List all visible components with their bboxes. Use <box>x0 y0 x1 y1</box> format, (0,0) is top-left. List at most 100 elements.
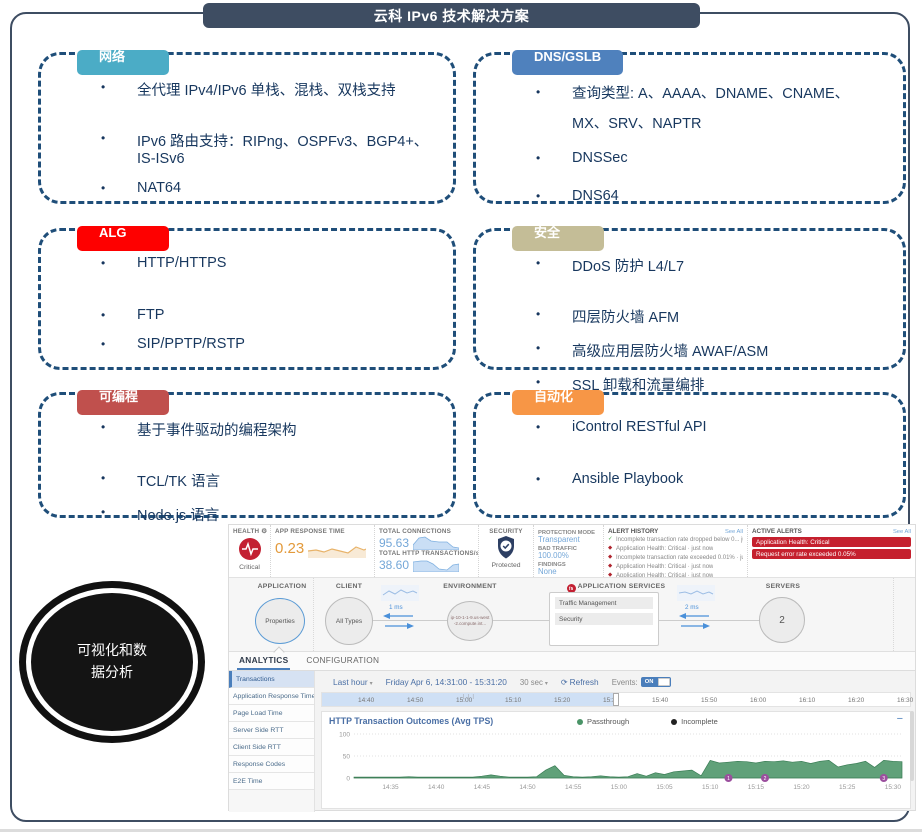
ruler-tick: 15:50 <box>700 696 718 704</box>
visualization-ellipse: 可视化和数 据分析 <box>26 588 198 736</box>
alert-history-item: Incomplete transaction rate dropped belo… <box>608 536 743 545</box>
svg-text:15:25: 15:25 <box>839 784 856 791</box>
refresh-button[interactable]: Refresh <box>561 677 599 687</box>
ruler-handle[interactable] <box>613 693 619 706</box>
stat-label: TOTAL CONNECTIONS <box>379 528 451 535</box>
time-controls: Last hour Friday Apr 6, 14:31:00 - 15:31… <box>321 674 911 690</box>
stat-value: 100.00% <box>538 550 569 560</box>
bullet-item: 高级应用层防火墙 AWAF/ASM <box>534 340 885 361</box>
ruler-tick: 14:40 <box>357 696 375 704</box>
ellipse-label: 可视化和数 据分析 <box>77 642 147 680</box>
sidebar-item[interactable]: Response Codes <box>229 756 314 773</box>
ruler-tick: 16:00 <box>749 696 767 704</box>
chart-legend: Passthrough Incomplete <box>577 717 718 726</box>
sidebar-item[interactable]: Page Load Time <box>229 705 314 722</box>
feature-box-automation: 自动化 iControl RESTful API Ansible Playbook <box>473 390 906 518</box>
time-ruler[interactable]: | | | 14:40 14:50 15:00 15:10 15:20 15:30 15:4… <box>321 692 913 707</box>
column-header-app-services: f5 APPLICATION SERVICES <box>541 583 691 593</box>
slide-title-banner: 云科 IPv6 技术解决方案 <box>203 3 700 28</box>
event-marker[interactable] <box>761 774 769 782</box>
event-marker[interactable] <box>724 774 733 782</box>
divider <box>893 578 894 651</box>
feature-box-security: 安全 DDoS 防护 L4/L7 四层防火墙 AFM 高级应用层防火墙 AWAF/AS… <box>473 226 906 394</box>
application-services-box: Traffic Management Security <box>549 592 659 646</box>
analytics-dashboard: HEALTH ⚙ Critical APP RESPONSE TIME 0.23 <box>228 524 916 812</box>
svg-text:14:40: 14:40 <box>428 784 445 791</box>
selected-time-band[interactable] <box>322 693 616 706</box>
ruler-grip-icon[interactable]: | | | <box>463 694 475 700</box>
topology-map: APPLICATION CLIENT ENVIRONMENT f5 APPLICA… <box>229 578 915 652</box>
stat-value: Transparent <box>538 534 580 544</box>
response-sparkline <box>308 546 367 558</box>
sidebar-item[interactable]: Transactions <box>229 671 314 688</box>
tab-analytics[interactable]: ANALYTICS <box>237 652 291 670</box>
transactions-value: 38.60 <box>379 557 410 572</box>
servers-circle[interactable]: 2 <box>759 597 805 643</box>
feature-box-network: 网络全代理 IPv4/IPv6 单栈、混栈、双栈支持 IPv6 路由支持：RIPn… <box>38 50 456 204</box>
svg-text:100: 100 <box>339 732 350 739</box>
analytics-content: Last hour Friday Apr 6, 14:31:00 - 15:31… <box>315 671 915 812</box>
tab-configuration[interactable]: CONFIGURATION <box>306 655 380 665</box>
stat-value: None <box>538 567 557 577</box>
column-header-client: CLIENT <box>335 583 363 590</box>
app-response-stat: APP RESPONSE TIME 0.23 <box>271 525 375 577</box>
active-alert-badge: Request error rate exceeded 0.05% <box>752 549 911 559</box>
application-properties-circle[interactable]: Properties <box>255 598 305 644</box>
events-toggle[interactable]: ON <box>640 677 671 687</box>
ruler-tick: 14:50 <box>406 696 424 704</box>
svg-text:14:55: 14:55 <box>565 784 582 791</box>
box-label-dns: DNS/GSLB <box>512 50 624 75</box>
client-circle[interactable]: All Types <box>325 597 373 645</box>
sidebar-item[interactable]: Client Side RTT <box>229 739 314 756</box>
alert-history-item: Application Health: Critical · just now <box>608 545 743 554</box>
page-title: 云科 IPv6 技术解决方案 <box>373 7 530 24</box>
interval-dropdown[interactable]: 30 sec <box>520 678 548 687</box>
alert-history-item: Incomplete transaction rate exceeded 0.0… <box>608 554 743 563</box>
heartbeat-icon <box>238 538 261 560</box>
stat-label: APP RESPONSE TIME <box>275 528 345 535</box>
service-row[interactable]: Traffic Management <box>555 597 653 609</box>
sidebar-item[interactable]: Server Side RTT <box>229 722 314 739</box>
bullet-item: iControl RESTful API <box>534 419 885 435</box>
sidebar-item[interactable]: E2E Time <box>229 773 314 790</box>
range-dropdown[interactable]: Last hour <box>333 677 373 687</box>
box-label-security: 安全 <box>512 226 604 251</box>
see-all-link[interactable]: See All <box>892 528 911 535</box>
bullet-item: 全代理 IPv4/IPv6 单栈、混栈、双栈支持 <box>99 79 435 100</box>
event-marker[interactable] <box>879 774 888 782</box>
server-latency-sparkline <box>677 585 715 601</box>
svg-text:15:30: 15:30 <box>885 784 902 791</box>
transactions-chart-panel: HTTP Transaction Outcomes (Avg TPS) Pass… <box>321 711 911 809</box>
security-stat: SECURITY Protected <box>479 525 534 577</box>
app-stats-bar: HEALTH ⚙ Critical APP RESPONSE TIME 0.23 <box>229 525 915 578</box>
bullet-item: Ansible Playbook <box>534 471 885 487</box>
service-row[interactable]: Security <box>555 613 653 625</box>
box-label-network: 网络 <box>77 50 169 75</box>
bullet-item: SSL 卸载和流量编排 <box>534 374 885 395</box>
divider <box>313 578 314 651</box>
ruler-tick: 15:20 <box>553 696 571 704</box>
security-label: SECURITY <box>489 528 523 535</box>
tabs-bar: ANALYTICS CONFIGURATION <box>229 646 915 671</box>
see-all-link[interactable]: See All <box>724 528 743 535</box>
gear-icon[interactable]: ⚙ <box>261 528 268 535</box>
ruler-tick: 15:40 <box>651 696 669 704</box>
legend-item: Passthrough <box>577 717 629 726</box>
vertical-scrollbar[interactable] <box>910 711 914 781</box>
column-header-application: APPLICATION <box>257 583 307 590</box>
bullet-item: Node.js 语言 <box>99 504 435 525</box>
f5-logo-icon: f5 <box>566 584 576 593</box>
collapse-panel-button[interactable] <box>897 713 903 725</box>
bullet-item: DNSSec <box>534 150 885 166</box>
stat-label: FINDINGS <box>538 562 566 569</box>
environment-circle[interactable]: ip-10-1-1-9.us-west-2.compute.int... <box>447 601 493 641</box>
svg-text:15:15: 15:15 <box>748 784 765 791</box>
stat-label: BAD TRAFFIC <box>538 545 577 552</box>
sidebar-item[interactable]: Application Response Time <box>229 688 314 705</box>
server-latency: 2 ms <box>685 604 699 611</box>
toggle-knob[interactable] <box>657 678 670 686</box>
feature-box-programmable: 可编程基于事件驱动的编程架构 TCL/TK 语言 Node.js 语言 <box>38 390 456 524</box>
feature-boxes: 网络全代理 IPv4/IPv6 单栈、混栈、双栈支持 IPv6 路由支持：RIPn… <box>38 50 906 524</box>
column-header-environment: ENVIRONMENT <box>443 583 497 590</box>
ruler-tick: 15:10 <box>504 696 522 704</box>
